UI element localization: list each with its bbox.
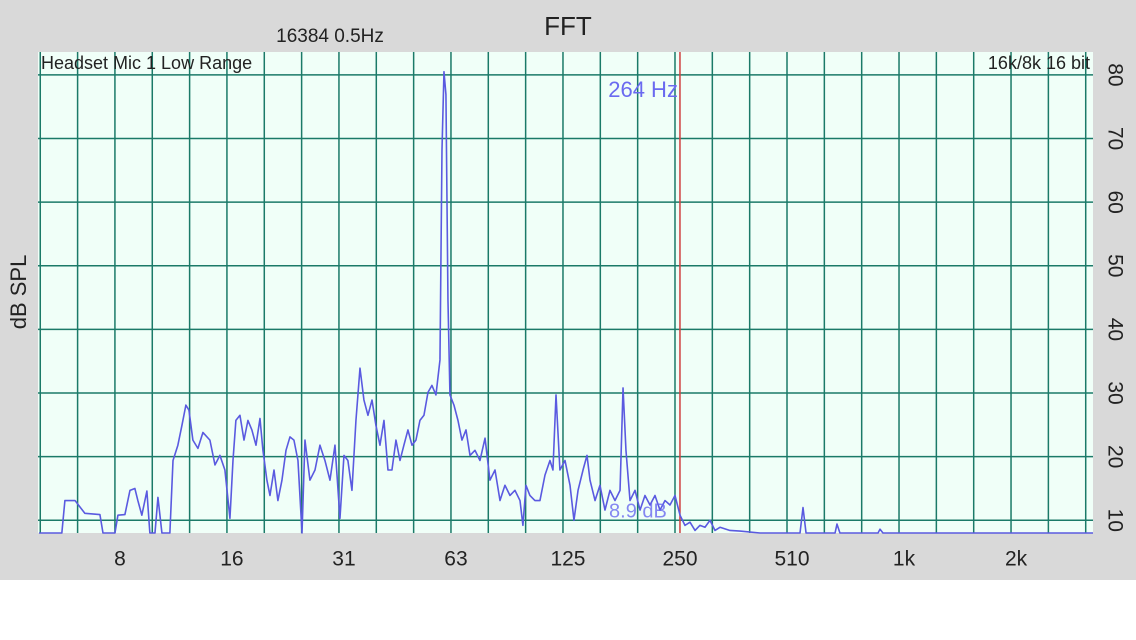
x-tick-label: 31: [332, 548, 355, 571]
x-tick-label: 8: [114, 548, 126, 571]
chart-subtitle: 16384 0.5Hz: [276, 26, 384, 47]
plot-area: [38, 52, 1093, 534]
x-tick-label: 125: [550, 548, 585, 571]
y-tick-label: 30: [1103, 381, 1126, 404]
plot-annotation-left: Headset Mic 1 Low Range: [41, 53, 252, 73]
y-tick-label: 80: [1103, 63, 1126, 86]
cursor-readout: 8.9 dB: [609, 500, 667, 522]
x-tick-label: 2k: [1005, 548, 1028, 571]
chart-title: FFT: [544, 11, 592, 41]
x-tick-label: 1k: [893, 548, 916, 571]
x-tick-label: 510: [774, 548, 809, 571]
x-tick-label: 16: [220, 548, 243, 571]
y-tick-label: 40: [1103, 318, 1126, 341]
y-tick-label: 70: [1103, 127, 1126, 150]
y-axis-label: dB SPL: [6, 255, 31, 330]
x-tick-label: 250: [662, 548, 697, 571]
cursor-label: 264 Hz: [608, 77, 678, 102]
y-tick-label: 10: [1103, 509, 1126, 532]
spectrum-line: [38, 70, 1093, 534]
y-tick-label: 20: [1103, 445, 1126, 468]
plot-annotation-right: 16k/8k 16 bit: [988, 53, 1090, 73]
y-tick-label: 50: [1103, 254, 1126, 277]
y-tick-label: 60: [1103, 190, 1126, 213]
x-tick-label: 63: [444, 548, 467, 571]
plot-background: [38, 52, 1093, 533]
